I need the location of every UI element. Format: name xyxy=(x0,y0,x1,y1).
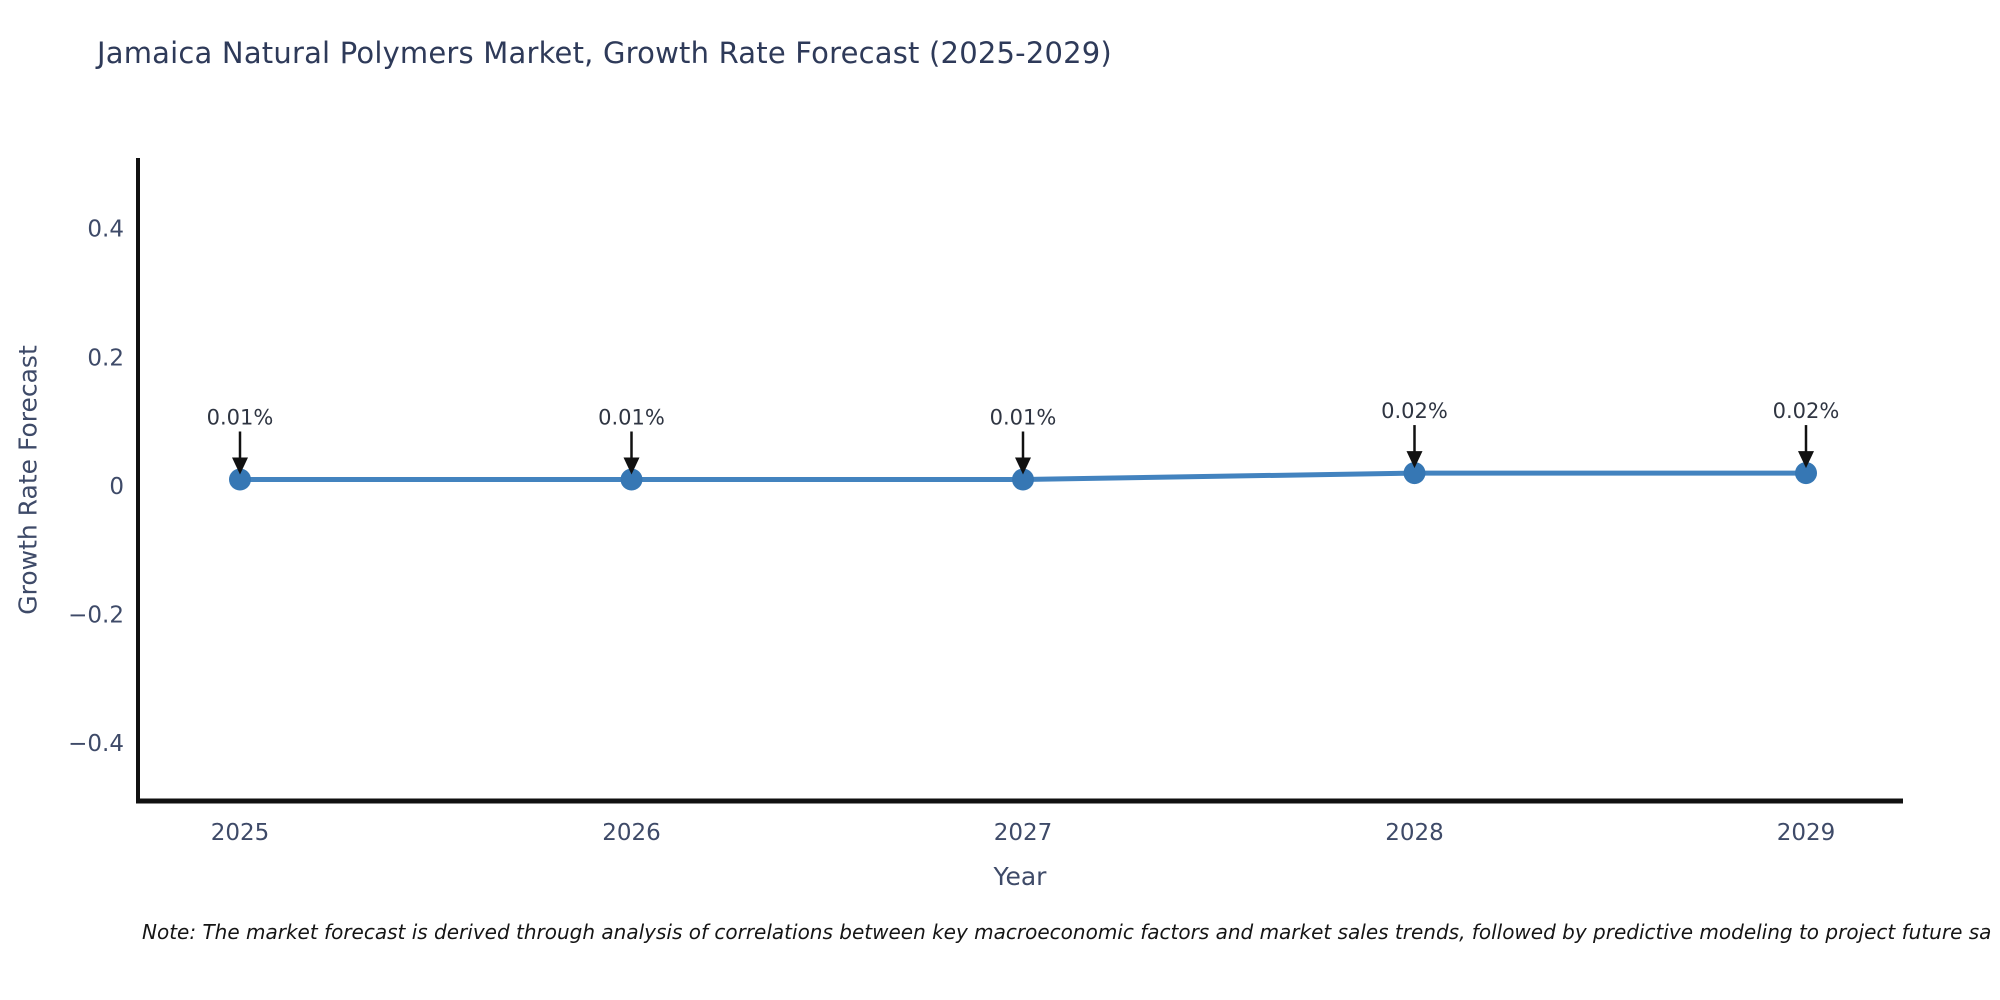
x-tick-label: 2028 xyxy=(1385,820,1444,846)
data-point-marker xyxy=(620,468,643,491)
annotation-arrow-head xyxy=(1406,451,1423,469)
point-value-label: 0.02% xyxy=(1381,399,1448,423)
x-tick-label: 2025 xyxy=(211,820,270,846)
data-point-marker xyxy=(1403,462,1426,485)
x-tick-label: 2027 xyxy=(994,820,1053,846)
y-axis-title: Growth Rate Forecast xyxy=(13,345,43,615)
y-tick-label: 0 xyxy=(109,474,124,500)
y-tick-label: −0.2 xyxy=(68,603,124,629)
chart-title: Jamaica Natural Polymers Market, Growth … xyxy=(97,36,1112,70)
y-tick-label: 0.4 xyxy=(87,217,124,243)
point-value-label: 0.02% xyxy=(1773,399,1840,423)
data-point-marker xyxy=(1795,462,1817,485)
annotation-arrow-head xyxy=(1015,457,1031,475)
point-value-label: 0.01% xyxy=(598,406,665,430)
y-tick-label: −0.4 xyxy=(68,731,124,757)
x-tick-label: 2029 xyxy=(1777,820,1836,846)
y-tick-label: 0.2 xyxy=(87,345,124,371)
annotation-arrow-head xyxy=(623,457,640,475)
annotation-arrow-head xyxy=(1798,451,1814,469)
annotation-arrow-head xyxy=(232,457,248,475)
data-point-marker xyxy=(1012,468,1034,491)
x-axis-title: Year xyxy=(993,862,1047,891)
data-point-marker xyxy=(229,468,251,491)
point-value-label: 0.01% xyxy=(207,406,274,430)
point-value-label: 0.01% xyxy=(990,406,1057,430)
x-tick-label: 2026 xyxy=(602,820,661,846)
footnote: Note: The market forecast is derived thr… xyxy=(142,920,1992,944)
